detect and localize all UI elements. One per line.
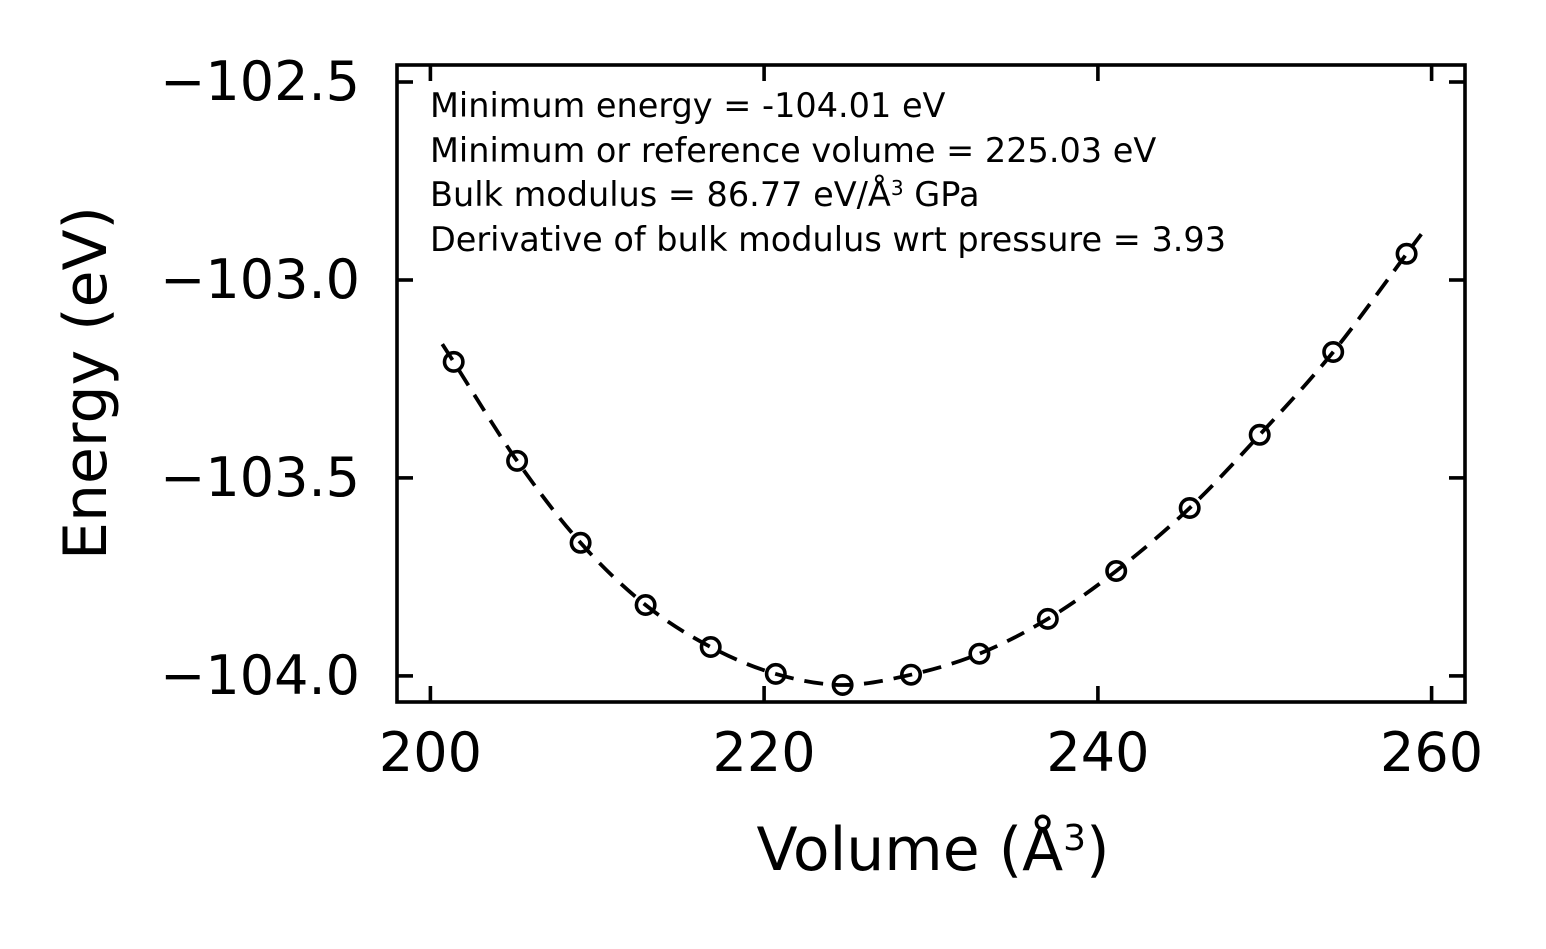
data-point-marker <box>1105 559 1128 582</box>
data-point-marker <box>506 449 529 472</box>
data-point-marker <box>699 635 722 658</box>
data-point-marker <box>569 531 592 554</box>
data-point-marker <box>1178 496 1201 519</box>
x-axis-label: Volume (Å3) <box>756 814 1109 886</box>
data-point-marker <box>1248 423 1271 446</box>
data-point-marker <box>764 662 787 685</box>
x-tick-label: 220 <box>712 721 816 784</box>
x-axis-label-text: Volume (Å <box>756 815 1064 885</box>
annotation-block: Minimum energy = -104.01 eV Minimum or r… <box>430 84 1226 262</box>
annotation-line-min-energy: Minimum energy = -104.01 eV <box>430 86 946 125</box>
annotation-line-min-volume: Minimum or reference volume = 225.03 eV <box>430 130 1157 170</box>
data-point-marker <box>442 350 465 373</box>
x-axis-label-close: ) <box>1086 815 1110 885</box>
x-tick-label: 200 <box>378 721 482 784</box>
x-tick-label: 260 <box>1380 721 1484 784</box>
data-point-marker <box>968 642 991 665</box>
annotation-line-bprime: Derivative of bulk modulus wrt pressure … <box>430 219 1227 259</box>
data-point-marker <box>1395 242 1418 265</box>
data-point-marker <box>831 673 854 696</box>
axes-frame <box>395 63 1467 704</box>
data-point-marker <box>899 663 922 686</box>
y-tick-label: −103.5 <box>160 445 360 509</box>
x-axis-label-superscript: 3 <box>1063 818 1087 860</box>
data-point-marker <box>1036 607 1059 630</box>
y-tick-label: −104.0 <box>160 643 360 707</box>
x-tick-label: 240 <box>1046 721 1150 784</box>
y-tick-label: −103.0 <box>160 248 360 311</box>
annotation-line-bulk-modulus: Bulk modulus = 86.77 eV/Å3 GPa <box>430 175 980 214</box>
data-point-marker <box>1322 340 1345 363</box>
eos-fit-curve <box>440 233 1423 687</box>
y-tick-label: −102.5 <box>160 50 360 113</box>
data-point-marker <box>634 593 657 616</box>
